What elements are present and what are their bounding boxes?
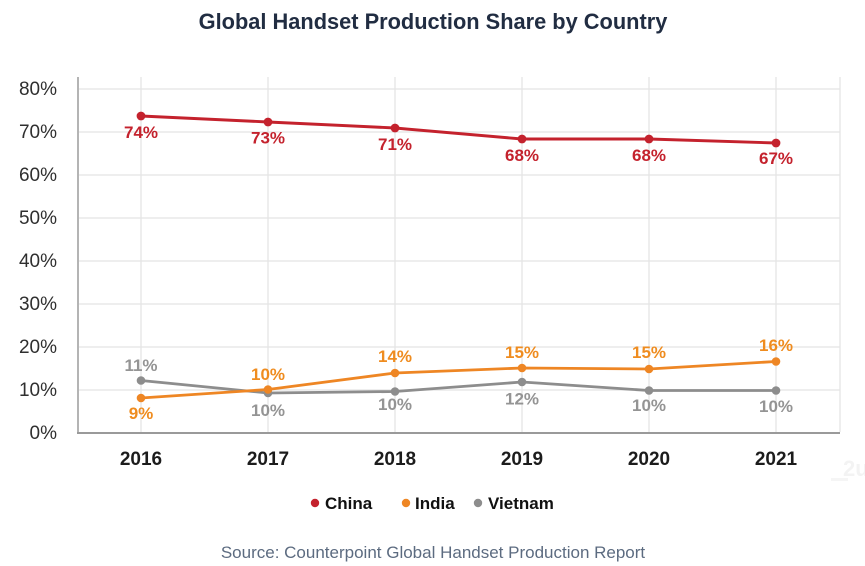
svg-text:71%: 71% [378, 135, 412, 154]
svg-text:80%: 80% [19, 79, 57, 100]
svg-text:2021: 2021 [755, 449, 798, 470]
svg-text:India: India [415, 494, 455, 513]
svg-text:11%: 11% [124, 356, 157, 375]
svg-text:2u: 2u [843, 456, 865, 481]
svg-text:10%: 10% [378, 395, 412, 414]
svg-text:73%: 73% [251, 129, 285, 148]
svg-text:0%: 0% [30, 423, 58, 444]
svg-text:China: China [325, 494, 373, 513]
svg-text:68%: 68% [632, 146, 666, 165]
svg-text:14%: 14% [378, 347, 412, 366]
svg-text:2018: 2018 [374, 449, 416, 470]
svg-text:20%: 20% [19, 337, 57, 358]
svg-text:50%: 50% [19, 208, 57, 229]
svg-text:2019: 2019 [501, 449, 543, 470]
svg-text:10%: 10% [251, 365, 285, 384]
svg-text:16%: 16% [759, 336, 793, 355]
svg-text:15%: 15% [505, 343, 539, 362]
svg-text:67%: 67% [759, 149, 793, 168]
svg-text:70%: 70% [19, 122, 57, 143]
svg-text:2016: 2016 [120, 449, 162, 470]
svg-text:68%: 68% [505, 146, 539, 165]
svg-text:9%: 9% [129, 404, 154, 423]
svg-text:Vietnam: Vietnam [488, 494, 554, 513]
svg-text:Global Handset Production Shar: Global Handset Production Share by Count… [199, 9, 668, 34]
svg-text:12%: 12% [505, 390, 539, 409]
svg-text:2017: 2017 [247, 449, 289, 470]
svg-text:10%: 10% [251, 401, 285, 420]
svg-text:15%: 15% [632, 343, 666, 362]
svg-text:60%: 60% [19, 165, 57, 186]
svg-text:2020: 2020 [628, 449, 670, 470]
svg-text:Source: Counterpoint Global Ha: Source: Counterpoint Global Handset Prod… [221, 543, 646, 562]
svg-text:74%: 74% [124, 123, 158, 142]
svg-text:10%: 10% [632, 396, 666, 415]
svg-text:10%: 10% [759, 397, 793, 416]
svg-text:40%: 40% [19, 251, 57, 272]
svg-text:30%: 30% [19, 294, 57, 315]
svg-text:10%: 10% [19, 380, 57, 401]
